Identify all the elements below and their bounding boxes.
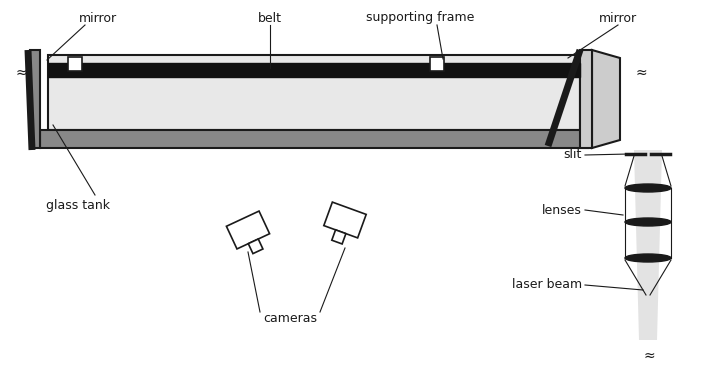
Polygon shape [30, 50, 40, 148]
Text: mirror: mirror [599, 11, 637, 25]
Polygon shape [592, 50, 620, 148]
Polygon shape [430, 57, 444, 71]
Polygon shape [48, 55, 580, 130]
Text: laser beam: laser beam [512, 279, 582, 291]
Polygon shape [634, 150, 662, 340]
Text: mirror: mirror [79, 11, 117, 25]
Polygon shape [40, 130, 588, 148]
Polygon shape [226, 211, 269, 249]
Ellipse shape [625, 218, 671, 226]
Ellipse shape [625, 184, 671, 192]
Text: lenses: lenses [542, 203, 582, 217]
Text: glass tank: glass tank [46, 198, 110, 212]
Text: belt: belt [258, 11, 282, 25]
Text: $\approx$: $\approx$ [13, 65, 27, 79]
Text: $\approx$: $\approx$ [641, 348, 656, 362]
Ellipse shape [625, 254, 671, 262]
Polygon shape [324, 202, 366, 238]
Polygon shape [580, 50, 592, 148]
Text: supporting frame: supporting frame [366, 11, 474, 25]
Polygon shape [248, 239, 263, 254]
Text: cameras: cameras [263, 311, 317, 324]
Text: slit: slit [563, 149, 582, 161]
Polygon shape [48, 63, 580, 77]
Text: $\approx$: $\approx$ [632, 65, 647, 79]
Polygon shape [68, 57, 82, 71]
Polygon shape [332, 230, 346, 244]
